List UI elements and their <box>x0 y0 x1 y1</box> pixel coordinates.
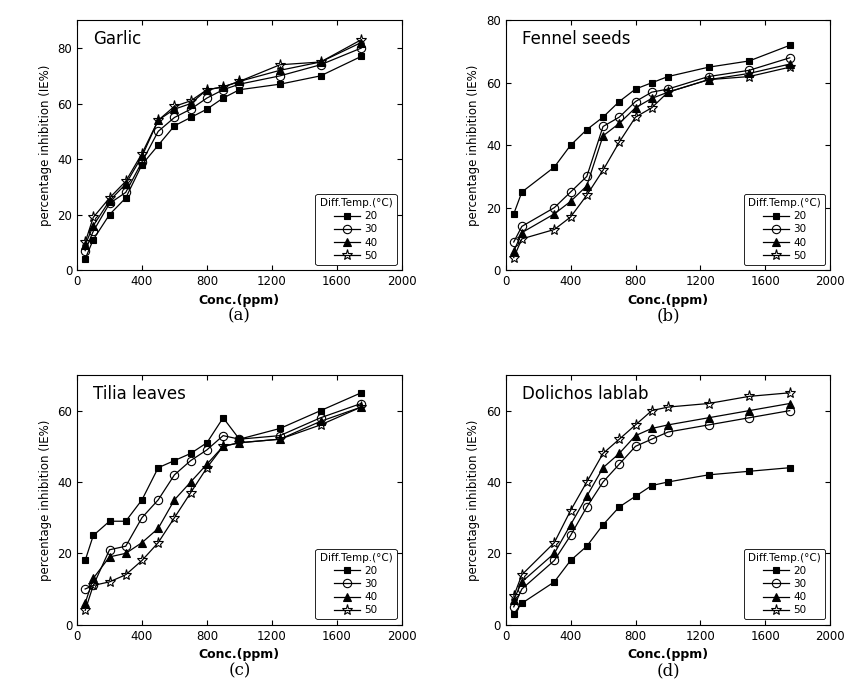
Text: (c): (c) <box>229 662 251 679</box>
Legend: 20, 30, 40, 50: 20, 30, 40, 50 <box>744 194 825 265</box>
Y-axis label: percentage inhibition (IE%): percentage inhibition (IE%) <box>467 419 480 581</box>
Y-axis label: percentage inhibition (IE%): percentage inhibition (IE%) <box>467 65 480 226</box>
Text: (a): (a) <box>228 308 251 325</box>
X-axis label: Conc.(ppm): Conc.(ppm) <box>199 648 280 661</box>
Y-axis label: percentage inhibition (IE%): percentage inhibition (IE%) <box>39 65 51 226</box>
Y-axis label: percentage inhibition (IE%): percentage inhibition (IE%) <box>39 419 51 581</box>
Text: Dolichos lablab: Dolichos lablab <box>522 385 648 403</box>
Text: (b): (b) <box>657 308 680 325</box>
Legend: 20, 30, 40, 50: 20, 30, 40, 50 <box>744 549 825 619</box>
Text: Fennel seeds: Fennel seeds <box>522 31 630 48</box>
Legend: 20, 30, 40, 50: 20, 30, 40, 50 <box>316 194 396 265</box>
Text: (d): (d) <box>657 662 680 679</box>
Text: Tilia leaves: Tilia leaves <box>93 385 186 403</box>
Text: Garlic: Garlic <box>93 31 141 48</box>
X-axis label: Conc.(ppm): Conc.(ppm) <box>199 293 280 306</box>
Legend: 20, 30, 40, 50: 20, 30, 40, 50 <box>316 549 396 619</box>
X-axis label: Conc.(ppm): Conc.(ppm) <box>627 293 709 306</box>
X-axis label: Conc.(ppm): Conc.(ppm) <box>627 648 709 661</box>
